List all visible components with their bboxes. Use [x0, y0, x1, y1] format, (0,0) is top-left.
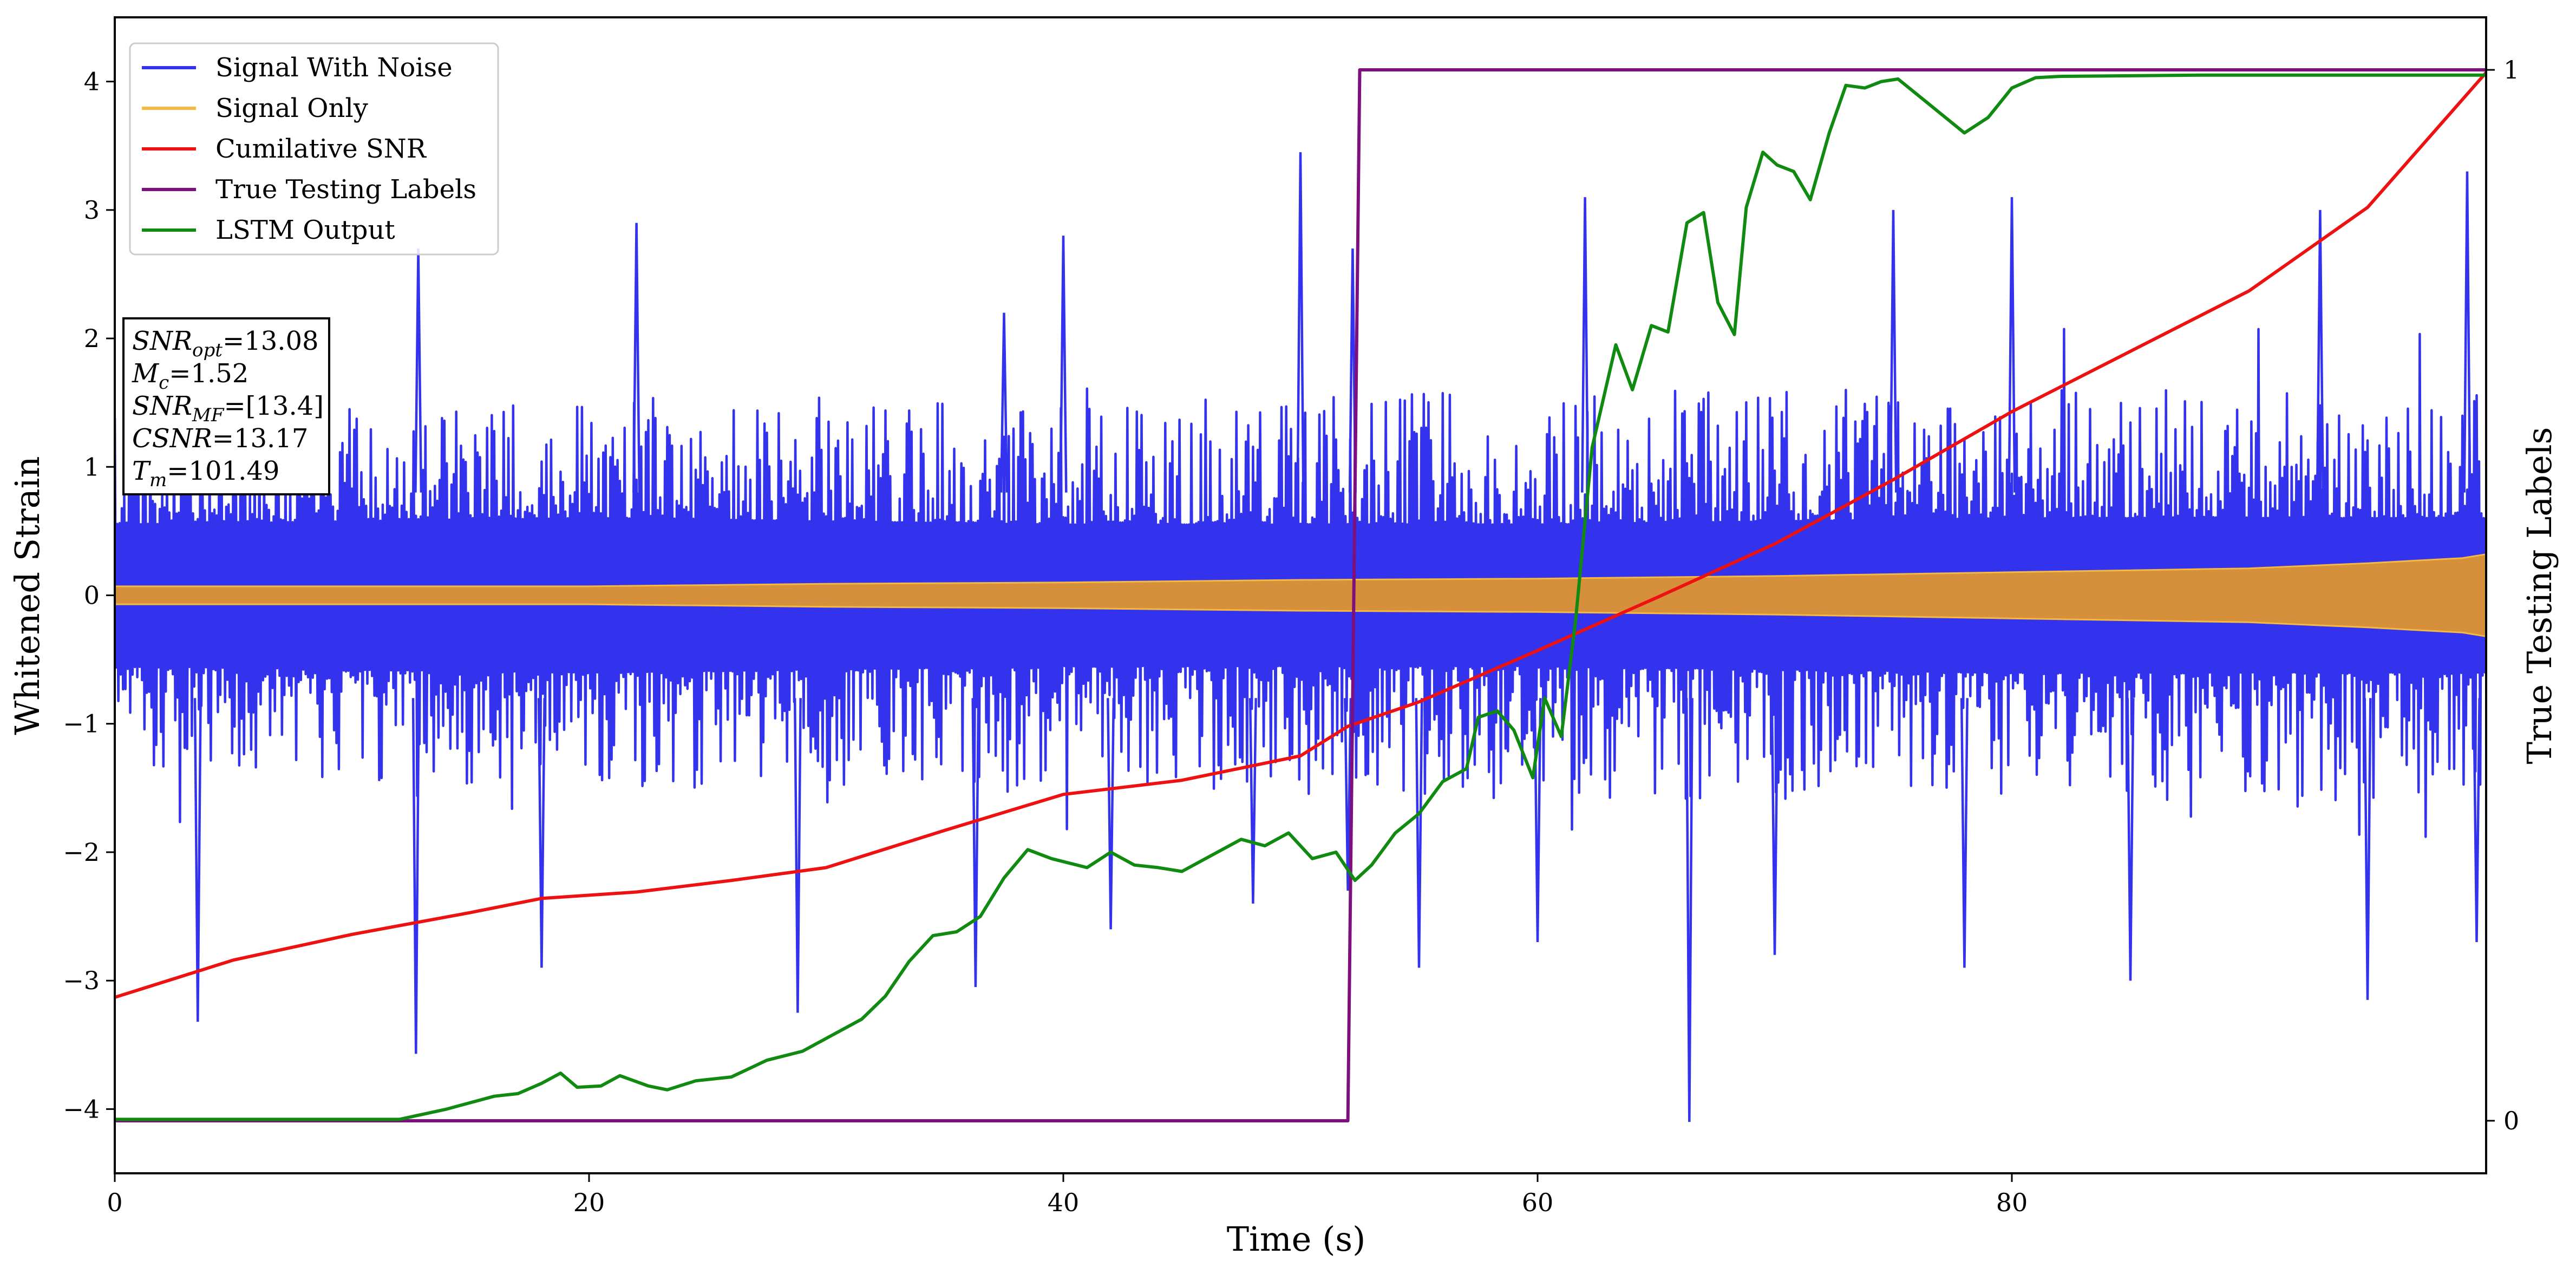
annotation-subscript: opt [192, 339, 223, 361]
annotation-subscript: MF [192, 404, 225, 426]
y-tick-label: −4 [63, 1094, 100, 1123]
series-true-testing-labels [115, 68, 2486, 1122]
series-cumilative-snr [115, 71, 2486, 999]
legend-frame [129, 42, 499, 256]
annotation-subscript: m [149, 469, 167, 491]
noise-spike [1685, 698, 1694, 1122]
series-signal-with-noise [115, 152, 2486, 1122]
noise-spike [2316, 210, 2324, 493]
plot-area [115, 68, 2486, 1122]
y-tick-label: 1 [84, 452, 100, 481]
x-tick-label: 80 [1996, 1188, 2028, 1217]
x-tick-label: 0 [107, 1188, 122, 1217]
noise-spike [2008, 197, 2016, 493]
y-axis-title: Whitened Strain [8, 456, 47, 735]
noise-spike [1770, 698, 1779, 955]
y-axis-right: 01 [2486, 55, 2519, 1135]
annotation-symbol: SNR [132, 391, 192, 421]
y-tick-label: 2 [84, 324, 100, 353]
y-tick-label: 4 [84, 67, 100, 96]
annotation-subscript: c [159, 372, 169, 394]
noise-spike [2126, 698, 2135, 981]
x-tick-label: 60 [1522, 1188, 1554, 1217]
y-tick-label: 0 [84, 581, 100, 610]
y-tick-label: −3 [63, 966, 100, 995]
noise-spike [2463, 171, 2472, 493]
annotation-symbol: M [132, 358, 160, 389]
x-axis-title: Time (s) [1227, 1219, 1366, 1259]
noise-spike [411, 698, 420, 1054]
y-tick-label: −2 [63, 838, 100, 867]
series-lstm-output [115, 73, 2486, 1121]
y2-axis-title: True Testing Labels [2520, 427, 2559, 765]
x-axis: 0 20 40 60 80 [107, 1173, 2028, 1217]
annotation-line: Tm=101.49 [132, 456, 279, 491]
legend-label-lstm-output: LSTM Output [215, 215, 395, 245]
series-signal-only [115, 553, 2486, 637]
noise-spike [971, 698, 980, 988]
annotation-line: SNRopt=13.08 [132, 326, 319, 361]
annotation-value: =13.17 [212, 423, 309, 454]
legend: Signal With Noise Signal Only Cumilative S… [129, 42, 499, 256]
noise-spike [1107, 698, 1115, 930]
annotation-line: CSNR=13.17 [132, 423, 308, 454]
y-tick-label: 3 [84, 195, 100, 225]
noise-spike [1960, 698, 1969, 968]
series-line-lstm-output [115, 73, 2486, 1121]
annotation-value: =13.08 [223, 326, 319, 356]
noise-spike [999, 312, 1009, 493]
noise-spike [1889, 210, 1898, 493]
noise-spike [1296, 152, 1305, 493]
x-tick-label: 20 [573, 1188, 605, 1217]
series-line-cumilative-snr [115, 71, 2486, 999]
series-line-true-testing-labels [115, 68, 2486, 1122]
noise-spike [2363, 698, 2372, 1000]
noise-spike [1415, 698, 1423, 968]
snr-annotation-box: SNRopt=13.08Mc=1.52SNRMF=[13.4]CSNR=13.1… [122, 317, 330, 495]
legend-label-cumilative-snr: Cumilative SNR [215, 134, 427, 164]
legend-label-true-testing-labels: True Testing Labels [215, 174, 476, 205]
legend-label-signal-only: Signal Only [215, 93, 368, 123]
noise-spike [537, 698, 546, 968]
series-band-signal-only [115, 553, 2486, 637]
noise-spike [1248, 698, 1257, 904]
annotation-symbol: SNR [132, 326, 192, 356]
noise-spike [632, 223, 641, 493]
annotation-value: =[13.4] [224, 391, 324, 421]
annotation-line: SNRMF=[13.4] [132, 391, 324, 426]
annotation-symbol: T [132, 456, 151, 486]
noise-spike [1344, 698, 1352, 891]
noise-spike [1581, 197, 1590, 493]
noise-spike [414, 248, 423, 493]
annotation-symbol: CSNR [132, 423, 212, 454]
noise-spike [793, 698, 802, 1013]
annotation-line: Mc=1.52 [132, 358, 249, 394]
annotation-value: =101.49 [167, 456, 279, 486]
noise-spike [1059, 236, 1068, 493]
annotation-frame [122, 317, 330, 495]
series-line-signal-with-noise [115, 328, 2486, 838]
noise-spike [2472, 698, 2481, 943]
legend-label-signal-with-noise: Signal With Noise [215, 53, 453, 83]
noise-spike [1533, 698, 1542, 943]
annotation-value: =1.52 [169, 358, 249, 389]
y-axis-left: −4 −3 −2 −1 0 1 2 3 4 [63, 67, 115, 1123]
y2-tick-label: 0 [2503, 1106, 2519, 1135]
y2-tick-label: 1 [2503, 55, 2519, 84]
x-tick-label: 40 [1048, 1188, 1080, 1217]
y-tick-label: −1 [63, 709, 100, 739]
noise-spike [193, 698, 202, 1022]
